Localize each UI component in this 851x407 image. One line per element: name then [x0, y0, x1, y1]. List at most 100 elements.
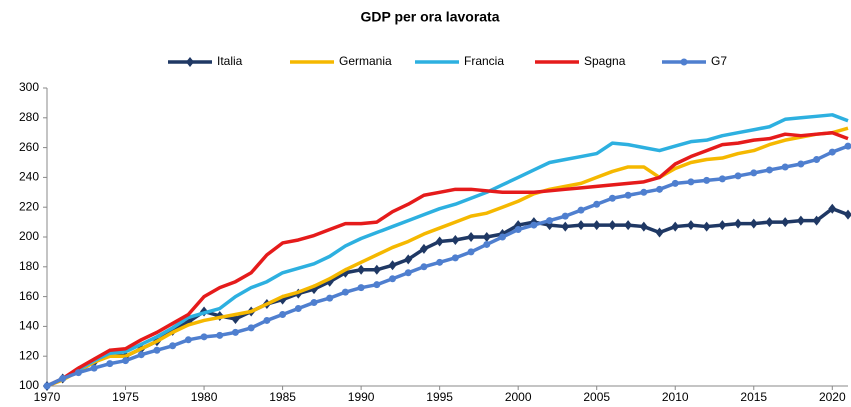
point — [186, 57, 194, 67]
point — [718, 175, 726, 183]
x-tick-label: 2020 — [819, 390, 846, 404]
point — [734, 172, 742, 180]
series-line — [46, 206, 849, 388]
y-tick-label: 120 — [19, 348, 39, 362]
legend-label: Italia — [217, 54, 243, 68]
point — [483, 240, 491, 248]
point — [781, 163, 789, 171]
legend-label: Spagna — [584, 54, 626, 68]
y-tick-label: 100 — [19, 378, 39, 392]
x-tick-label: 2015 — [740, 390, 767, 404]
point — [137, 351, 145, 359]
point — [420, 263, 428, 271]
y-tick-label: 200 — [19, 229, 39, 243]
point — [828, 148, 836, 156]
point — [341, 288, 349, 296]
point — [388, 260, 397, 271]
point — [184, 336, 192, 344]
point — [655, 227, 664, 238]
point — [750, 169, 758, 177]
point — [310, 299, 318, 307]
point — [153, 346, 161, 354]
point — [608, 194, 616, 202]
point — [467, 232, 476, 242]
point — [561, 212, 569, 220]
point — [687, 178, 695, 186]
y-tick-label: 180 — [19, 259, 39, 273]
point — [231, 328, 239, 336]
point — [373, 281, 381, 289]
point — [514, 226, 522, 234]
point — [680, 58, 688, 66]
point — [169, 342, 177, 350]
y-tick-label: 140 — [19, 319, 39, 333]
point — [765, 217, 774, 228]
x-tick-label: 2005 — [583, 390, 610, 404]
point — [263, 316, 271, 324]
point — [577, 206, 585, 214]
point — [357, 264, 366, 275]
y-tick-label: 280 — [19, 110, 39, 124]
series-line — [46, 126, 849, 388]
point — [624, 220, 633, 231]
point — [797, 160, 805, 168]
chart-title: GDP per ora lavorata — [360, 9, 499, 25]
y-tick-label: 260 — [19, 140, 39, 154]
point — [372, 264, 381, 275]
point — [624, 191, 632, 199]
point — [640, 188, 648, 196]
point — [106, 360, 114, 368]
point — [530, 221, 538, 229]
point — [703, 176, 711, 184]
point — [781, 217, 790, 228]
point — [828, 203, 837, 214]
point — [561, 221, 570, 232]
point — [451, 254, 459, 262]
legend-label: Francia — [464, 54, 504, 68]
point — [593, 200, 601, 208]
point — [686, 220, 695, 231]
point — [404, 254, 413, 265]
point — [90, 364, 98, 372]
point — [357, 284, 365, 292]
point — [294, 305, 302, 313]
point — [389, 275, 397, 283]
point — [671, 221, 680, 232]
series-line — [46, 113, 849, 388]
point — [796, 215, 805, 226]
point — [718, 220, 727, 231]
point — [498, 233, 506, 241]
point — [435, 236, 444, 247]
y-tick-label: 220 — [19, 199, 39, 213]
point — [844, 142, 851, 150]
legend-label: Germania — [339, 54, 392, 68]
point — [734, 218, 743, 229]
x-tick-label: 1995 — [426, 390, 453, 404]
point — [122, 357, 130, 365]
point — [451, 234, 460, 245]
point — [671, 179, 679, 187]
y-tick-label: 300 — [19, 80, 39, 94]
point — [656, 185, 664, 193]
point — [749, 218, 758, 229]
point — [200, 333, 208, 341]
point — [247, 324, 255, 332]
point — [404, 269, 412, 277]
point — [74, 369, 82, 377]
x-tick-label: 1985 — [269, 390, 296, 404]
x-tick-label: 2010 — [662, 390, 689, 404]
x-tick-label: 2000 — [505, 390, 532, 404]
series-line — [46, 130, 849, 388]
point — [326, 294, 334, 302]
point — [813, 156, 821, 164]
point — [812, 215, 821, 226]
point — [765, 166, 773, 174]
point — [702, 221, 711, 232]
point — [844, 209, 851, 220]
point — [279, 310, 287, 318]
point — [546, 217, 554, 225]
legend-label: G7 — [711, 54, 727, 68]
x-tick-label: 1970 — [34, 390, 61, 404]
